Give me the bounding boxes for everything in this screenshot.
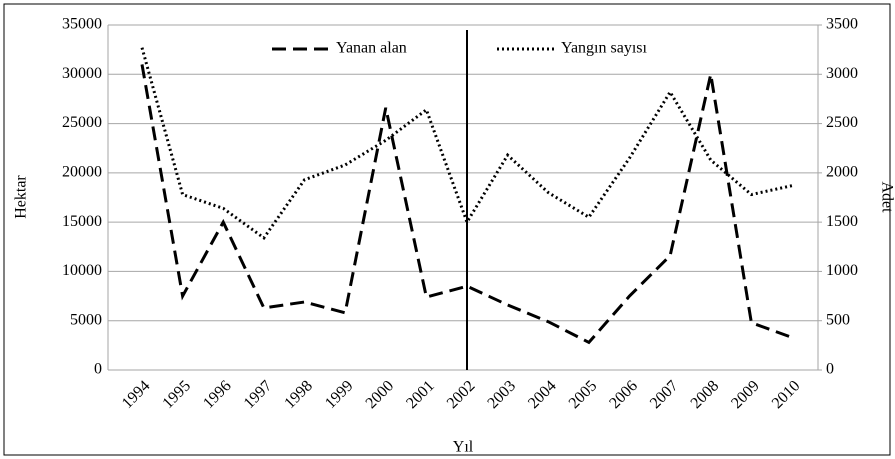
x-tick-label: 2005 — [566, 377, 601, 412]
x-tick-label: 1994 — [119, 377, 154, 412]
x-tick-label: 2010 — [769, 377, 804, 412]
y-tick-label: 35000 — [62, 16, 102, 33]
x-tick-label: 2009 — [728, 377, 763, 412]
y2-axis-label: Adet — [878, 181, 895, 213]
y-tick-label: 30000 — [62, 65, 102, 82]
legend-label: Yangın sayısı — [561, 40, 648, 57]
x-tick-label: 2008 — [688, 377, 723, 412]
y-tick-label: 15000 — [62, 213, 102, 230]
y2-tick-label: 1000 — [826, 262, 858, 279]
x-tick-label: 2002 — [444, 377, 479, 412]
x-tick-label: 2007 — [647, 377, 682, 412]
legend-label: Yanan alan — [336, 40, 407, 57]
x-axis-label: Yıl — [453, 439, 474, 456]
x-tick-label: 2004 — [525, 377, 560, 412]
x-tick-label: 1998 — [281, 377, 316, 412]
y2-tick-label: 3500 — [826, 16, 858, 33]
y-tick-label: 25000 — [62, 114, 102, 131]
y2-tick-label: 1500 — [826, 213, 858, 230]
y-tick-label: 5000 — [70, 311, 102, 328]
x-tick-label: 2006 — [606, 377, 641, 412]
series-line — [140, 64, 793, 345]
y2-tick-label: 2500 — [826, 114, 858, 131]
y-tick-label: 10000 — [62, 262, 102, 279]
y-tick-label: 0 — [94, 361, 102, 378]
x-tick-label: 1995 — [159, 377, 194, 412]
x-tick-label: 2003 — [484, 377, 519, 412]
y2-tick-label: 500 — [826, 311, 850, 328]
y-tick-label: 20000 — [62, 164, 102, 181]
x-tick-label: 1997 — [241, 377, 276, 412]
y2-tick-label: 3000 — [826, 65, 858, 82]
x-tick-label: 1996 — [200, 377, 235, 412]
frame — [3, 3, 891, 456]
y2-tick-label: 0 — [826, 361, 834, 378]
y-axis-label: Hektar — [13, 175, 30, 219]
x-tick-label: 1999 — [322, 377, 357, 412]
x-tick-label: 2000 — [363, 377, 398, 412]
x-tick-label: 2001 — [403, 377, 438, 412]
y2-tick-label: 2000 — [826, 164, 858, 181]
